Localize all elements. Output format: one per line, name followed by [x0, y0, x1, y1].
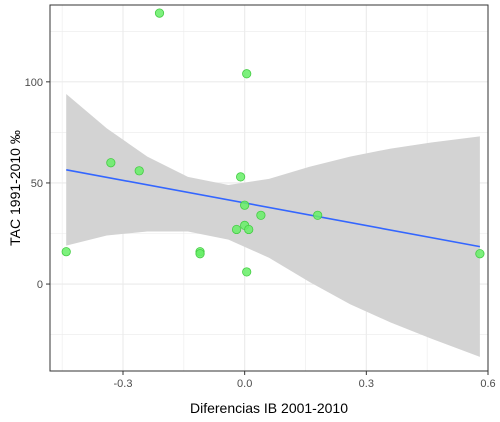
data-point	[134, 166, 144, 176]
regression-line	[66, 169, 481, 248]
data-point	[61, 247, 71, 257]
x-axis-title: Diferencias IB 2001-2010	[190, 400, 348, 416]
data-point	[242, 69, 252, 79]
y-tick-label: 0	[37, 279, 43, 291]
x-tick-label: 0.3	[359, 378, 374, 390]
data-point	[154, 8, 165, 18]
data-point	[106, 158, 116, 168]
x-tick-label: -0.3	[114, 378, 133, 390]
data-point	[231, 224, 242, 235]
data-point	[236, 172, 246, 182]
data-point	[240, 200, 250, 210]
x-tick-label: 0.0	[237, 378, 252, 390]
x-tick-label: 0.6	[480, 378, 495, 390]
data-points	[61, 8, 485, 277]
panel-border	[49, 4, 489, 372]
data-point	[195, 249, 205, 259]
data-point	[256, 210, 266, 220]
y-tick-label: 50	[31, 178, 43, 190]
confidence-band	[66, 93, 480, 357]
y-tick-label: 100	[25, 77, 43, 89]
data-point	[242, 267, 252, 277]
y-axis-title: TAC 1991-2010 ‰	[7, 130, 23, 246]
y-axis-ticks: 0 50 100	[25, 77, 50, 291]
x-axis-ticks: -0.3 0.0 0.3 0.6	[114, 371, 496, 390]
data-point	[475, 249, 485, 259]
data-point	[244, 224, 254, 235]
data-point	[313, 210, 323, 220]
